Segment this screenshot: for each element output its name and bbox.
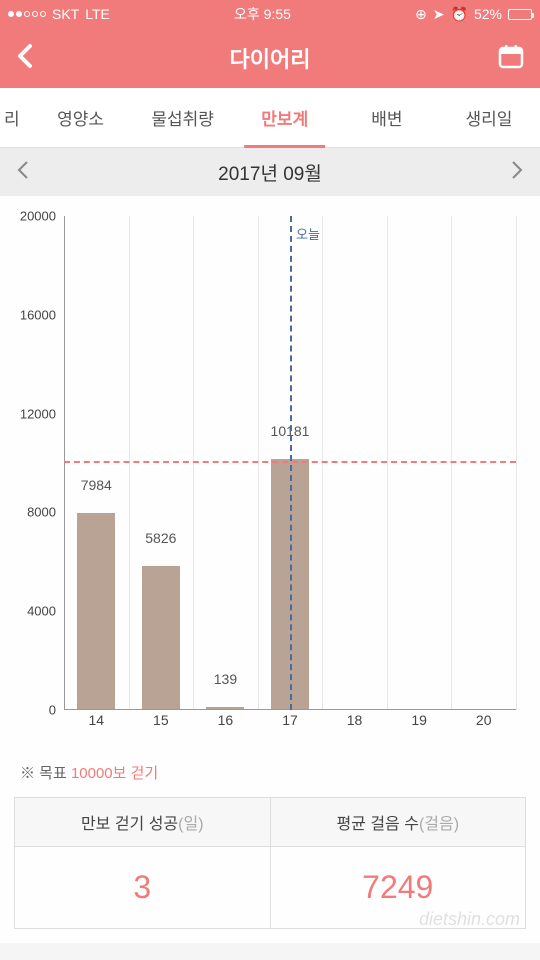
goal-value: 10000보 걷기 <box>71 765 158 782</box>
battery-percent: 52% <box>474 6 502 22</box>
tab-nutrients[interactable]: 영양소 <box>30 87 132 148</box>
stat-success-days: 만보 걷기 성공(일) 3 <box>14 797 270 929</box>
watermark: dietshin.com <box>419 909 520 930</box>
chevron-right-icon <box>510 159 524 181</box>
chevron-left-icon <box>16 42 34 70</box>
goal-prefix: ※ 목표 <box>20 765 71 782</box>
steps-chart: 0400080001200016000200007984582613910181… <box>0 196 540 748</box>
date-nav: 2017년 09월 <box>0 148 540 196</box>
calendar-icon <box>498 43 524 69</box>
x-tick-label: 18 <box>347 712 363 728</box>
carrier-label: SKT <box>52 6 79 22</box>
y-tick-label: 20000 <box>20 209 56 224</box>
chart-bar <box>77 513 115 710</box>
status-right: ⊕ ➤ ⏰ 52% <box>415 6 532 23</box>
x-tick-label: 15 <box>153 712 169 728</box>
signal-dots-icon <box>8 11 46 17</box>
prev-month-button[interactable] <box>16 159 30 186</box>
chart-bar <box>142 566 180 710</box>
bar-value-label: 7984 <box>81 477 112 493</box>
x-tick-label: 17 <box>282 712 298 728</box>
x-tick-label: 16 <box>218 712 234 728</box>
location-icon: ➤ <box>433 6 445 23</box>
tab-pedometer[interactable]: 만보계 <box>234 87 336 148</box>
battery-icon <box>508 9 532 20</box>
today-label: 오늘 <box>296 224 320 243</box>
x-tick-label: 19 <box>411 712 427 728</box>
goal-text: ※ 목표 10000보 걷기 <box>0 748 540 797</box>
alarm-icon: ⏰ <box>451 6 468 23</box>
calendar-button[interactable] <box>498 43 524 74</box>
x-tick-label: 20 <box>476 712 492 728</box>
bar-value-label: 139 <box>214 671 237 687</box>
tab-calorie-partial[interactable]: 리 <box>0 87 30 148</box>
current-month-label: 2017년 09월 <box>218 159 322 186</box>
x-tick-label: 14 <box>88 712 104 728</box>
bar-value-label: 5826 <box>145 530 176 546</box>
stat-header: 만보 걷기 성공(일) <box>15 798 270 847</box>
stat-success-value: 3 <box>15 847 270 928</box>
status-left: SKT LTE <box>8 6 110 22</box>
chevron-left-icon <box>16 159 30 181</box>
network-label: LTE <box>85 6 110 22</box>
tab-period[interactable]: 생리일 <box>438 87 540 148</box>
next-month-button[interactable] <box>510 159 524 186</box>
stat-header: 평균 걸음 수(걸음) <box>271 798 526 847</box>
back-button[interactable] <box>16 42 34 75</box>
status-time: 오후 9:55 <box>234 4 291 24</box>
status-bar: SKT LTE 오후 9:55 ⊕ ➤ ⏰ 52% <box>0 0 540 28</box>
today-line <box>290 216 292 710</box>
tabs: 리 영양소 물섭취량 만보계 배변 생리일 <box>0 88 540 148</box>
lock-rotation-icon: ⊕ <box>415 6 427 23</box>
app-header: 다이어리 <box>0 28 540 88</box>
tab-bowel[interactable]: 배변 <box>336 87 438 148</box>
tab-water[interactable]: 물섭취량 <box>132 87 234 148</box>
page-title: 다이어리 <box>230 42 311 74</box>
